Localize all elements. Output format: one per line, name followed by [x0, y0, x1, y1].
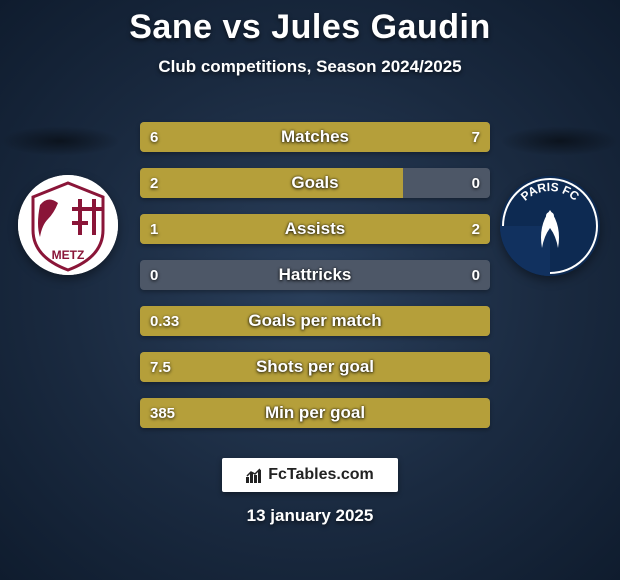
branding-text: FcTables.com [268, 466, 374, 484]
stat-label: Assists [140, 214, 490, 244]
stat-row: 67Matches [140, 122, 490, 152]
comparison-subtitle: Club competitions, Season 2024/2025 [0, 57, 620, 77]
stat-row: 00Hattricks [140, 260, 490, 290]
stat-row: 20Goals [140, 168, 490, 198]
team-crest-left: METZ [18, 175, 118, 275]
stats-bars: 67Matches 20Goals 12Assists 00Hattricks 0.33… [140, 122, 490, 444]
stat-label: Goals [140, 168, 490, 198]
branding-badge: FcTables.com [222, 458, 398, 492]
stat-label: Min per goal [140, 398, 490, 428]
branding-chart-icon [246, 467, 264, 483]
stat-row: 7.5Shots per goal [140, 352, 490, 382]
crest-shadow-right [500, 126, 620, 156]
comparison-title: Sane vs Jules Gaudin [0, 0, 620, 47]
snapshot-date: 13 january 2025 [0, 506, 620, 526]
team-crest-right: PARIS FC [500, 176, 600, 276]
svg-text:METZ: METZ [52, 248, 85, 262]
stat-label: Goals per match [140, 306, 490, 336]
stat-label: Shots per goal [140, 352, 490, 382]
crest-shadow-left [0, 126, 120, 156]
stat-row: 385Min per goal [140, 398, 490, 428]
stat-label: Hattricks [140, 260, 490, 290]
stat-row: 12Assists [140, 214, 490, 244]
stat-label: Matches [140, 122, 490, 152]
stat-row: 0.33Goals per match [140, 306, 490, 336]
